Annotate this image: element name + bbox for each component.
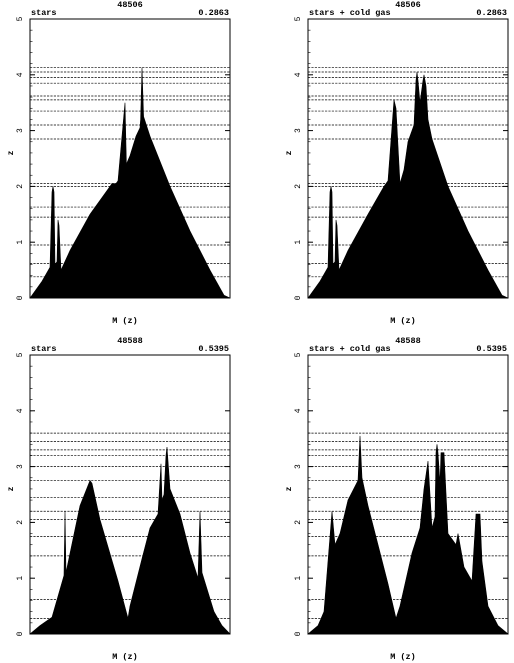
panel-label-left: stars + cold gas (309, 344, 391, 354)
panel-label-left: stars (31, 8, 57, 18)
y-tick-label: 2 (16, 520, 25, 525)
y-tick-label: 0 (294, 295, 303, 300)
y-tick-label: 2 (294, 184, 303, 189)
panel-label-left: stars + cold gas (309, 8, 391, 18)
y-tick-label: 1 (294, 576, 303, 581)
x-axis-label: M (z) (112, 316, 138, 326)
y-tick-label: 5 (294, 352, 303, 357)
panel-title: 48506 (395, 0, 421, 10)
plot-frame (307, 354, 509, 635)
panel-title: 48506 (117, 0, 143, 10)
y-axis-label: z (7, 486, 16, 491)
profile-area (29, 447, 231, 635)
y-tick-label: 2 (294, 520, 303, 525)
chart-panel-3: 0 1 2 3 4 5 z stars 48588 0.5395 M (z) (7, 336, 231, 662)
x-axis-label: M (z) (390, 316, 416, 326)
y-tick-label: 3 (16, 128, 25, 133)
y-tick-label: 1 (16, 240, 25, 245)
y-tick-label: 3 (294, 128, 303, 133)
y-tick-label: 0 (16, 295, 25, 300)
panel-title: 48588 (117, 336, 143, 346)
y-tick-label: 4 (16, 408, 25, 413)
y-tick-label: 5 (16, 352, 25, 357)
plot-frame (29, 354, 231, 635)
panel-label-right: 0.5395 (198, 344, 229, 354)
plot-frame (29, 18, 231, 299)
profile-area (307, 435, 509, 635)
y-axis-label: z (285, 486, 294, 491)
y-tick-label: 5 (16, 16, 25, 21)
y-tick-label: 3 (16, 464, 25, 469)
y-axis-label: z (285, 150, 294, 155)
y-tick-label: 1 (16, 576, 25, 581)
y-tick-label: 0 (16, 631, 25, 636)
panel-label-right: 0.2863 (198, 8, 229, 18)
x-axis-label: M (z) (390, 652, 416, 662)
profile-area (307, 71, 509, 299)
y-tick-label: 4 (16, 72, 25, 77)
x-axis-label: M (z) (112, 652, 138, 662)
y-tick-label: 4 (294, 72, 303, 77)
chart-panel-1: 0 1 2 3 4 5 z stars 48506 0.2863 M (z) (7, 0, 231, 326)
y-axis-label: z (7, 150, 16, 155)
y-tick-label: 5 (294, 16, 303, 21)
chart-panel-4: 0 1 2 3 4 5 z stars + cold gas 48588 0.5395 M (z) (285, 336, 509, 662)
y-tick-label: 4 (294, 408, 303, 413)
y-tick-label: 0 (294, 631, 303, 636)
plot-frame (307, 18, 509, 299)
panel-label-left: stars (31, 344, 57, 354)
chart-panel-2: 0 1 2 3 4 5 z stars + cold gas 48506 0.2863 M (z) (285, 0, 509, 326)
y-tick-label: 1 (294, 240, 303, 245)
panel-label-right: 0.2863 (476, 8, 507, 18)
panel-title: 48588 (395, 336, 421, 346)
y-tick-label: 3 (294, 464, 303, 469)
panel-label-right: 0.5395 (476, 344, 507, 354)
y-tick-label: 2 (16, 184, 25, 189)
